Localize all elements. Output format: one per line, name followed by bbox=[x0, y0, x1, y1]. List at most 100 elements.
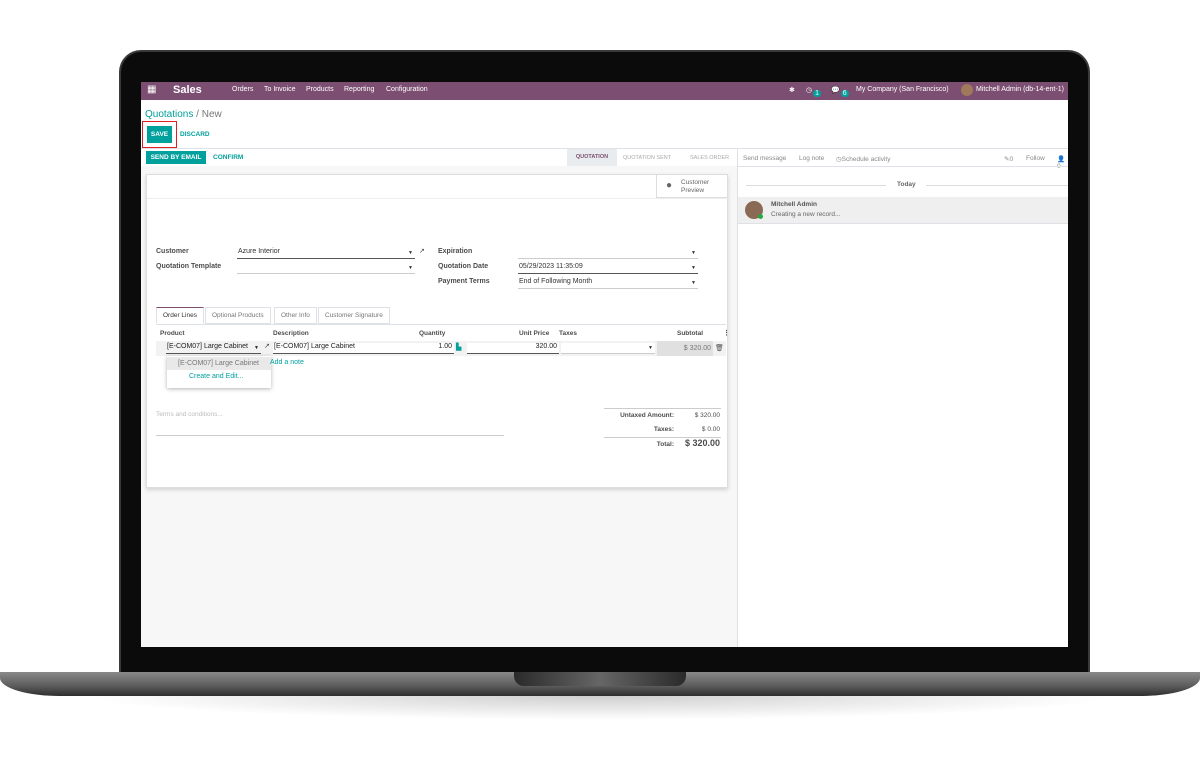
menu-reporting[interactable]: Reporting bbox=[344, 86, 375, 93]
add-note-link[interactable]: Add a note bbox=[270, 359, 304, 366]
attachments-count: 0 bbox=[1009, 156, 1014, 163]
tab-other-info[interactable]: Other Info bbox=[274, 307, 317, 324]
untaxed-label: Untaxed Amount: bbox=[620, 412, 674, 419]
messages-icon[interactable]: 💬 6 bbox=[831, 87, 849, 97]
app-name[interactable]: Sales bbox=[173, 84, 202, 96]
expiration-field[interactable]: ▼ bbox=[518, 248, 698, 259]
column-options-icon[interactable]: ⋮ bbox=[723, 330, 730, 337]
quantity-input[interactable]: 1.00 bbox=[363, 343, 454, 354]
bug-icon[interactable]: ✱ bbox=[789, 87, 795, 94]
menu-orders[interactable]: Orders bbox=[232, 86, 254, 93]
forecast-chart-icon[interactable]: ▙ bbox=[456, 344, 462, 351]
taxes-label: Taxes: bbox=[653, 426, 674, 433]
activity-badge: 1 bbox=[813, 90, 822, 97]
highlight-box bbox=[142, 121, 177, 148]
column-taxes[interactable]: Taxes bbox=[559, 330, 577, 337]
menu-products[interactable]: Products bbox=[306, 86, 334, 93]
messages-badge: 6 bbox=[840, 90, 849, 97]
apps-menu-icon[interactable]: ▦ bbox=[147, 84, 157, 95]
table-row[interactable]: [E-COM07] Large Cabinet ▼ ↗ [E-COM07] Lar… bbox=[156, 341, 726, 356]
quotation-date-field[interactable]: 05/29/2023 11:35:09 ▼ bbox=[518, 263, 698, 274]
clock-icon: ◷ bbox=[836, 156, 842, 163]
paperclip-icon: ✎ bbox=[1004, 156, 1010, 163]
customer-label: Customer bbox=[156, 248, 189, 255]
divider bbox=[604, 408, 721, 409]
column-product[interactable]: Product bbox=[160, 330, 185, 337]
discard-button[interactable]: DISCARD bbox=[180, 131, 210, 138]
chevron-down-icon: ▼ bbox=[691, 250, 696, 256]
online-status-icon bbox=[758, 214, 763, 219]
create-and-edit-option[interactable]: Create and Edit... bbox=[189, 373, 244, 380]
send-message-button[interactable]: Send message bbox=[743, 155, 787, 162]
payment-terms-label: Payment Terms bbox=[438, 278, 490, 285]
taxes-total-value: $ 0.00 bbox=[701, 426, 720, 433]
breadcrumb-current: New bbox=[201, 109, 222, 120]
column-unit-price[interactable]: Unit Price bbox=[519, 330, 550, 337]
chevron-down-icon: ▼ bbox=[254, 345, 259, 351]
schedule-activity-button[interactable]: ◷Schedule activity bbox=[836, 155, 890, 163]
description-input[interactable]: [E-COM07] Large Cabinet bbox=[273, 343, 363, 354]
laptop-shadow bbox=[80, 696, 1120, 720]
chatter: Send message Log note ◷Schedule activity… bbox=[738, 148, 1068, 647]
customer-preview-label: Customer Preview bbox=[681, 179, 710, 194]
notebook-tabs: Order Lines Optional Products Other Info… bbox=[156, 307, 726, 325]
activity-icon[interactable]: ◷ 1 bbox=[806, 87, 822, 97]
followers-button[interactable]: 👤0 bbox=[1057, 155, 1068, 170]
column-description[interactable]: Description bbox=[273, 330, 309, 337]
confirm-button[interactable]: CONFIRM bbox=[213, 154, 244, 161]
external-link-icon[interactable]: ↗ bbox=[264, 343, 270, 350]
status-sales-order[interactable]: SALES ORDER bbox=[690, 155, 730, 161]
column-quantity[interactable]: Quantity bbox=[419, 330, 446, 337]
payment-terms-value: End of Following Month bbox=[519, 278, 593, 285]
total-label: Total: bbox=[656, 441, 674, 448]
menu-to-invoice[interactable]: To Invoice bbox=[264, 86, 296, 93]
tab-order-lines[interactable]: Order Lines bbox=[156, 307, 204, 324]
total-value: $ 320.00 bbox=[684, 438, 720, 448]
today-separator: Today bbox=[897, 181, 916, 188]
chevron-down-icon: ▼ bbox=[648, 345, 653, 351]
divider bbox=[926, 185, 1068, 186]
status-quotation[interactable]: QUOTATION bbox=[567, 149, 617, 166]
save-button[interactable]: SAVE bbox=[147, 126, 172, 143]
divider bbox=[746, 185, 886, 186]
user-icon: 👤 bbox=[1057, 156, 1066, 163]
attachments-button[interactable]: ✎0 bbox=[1004, 155, 1013, 163]
unit-price-input[interactable]: 320.00 bbox=[467, 343, 559, 354]
send-by-email-button[interactable]: SEND BY EMAIL bbox=[146, 151, 206, 164]
taxes-input[interactable]: ▼ bbox=[561, 343, 655, 354]
tab-optional-products[interactable]: Optional Products bbox=[205, 307, 271, 324]
subtotal-value: $ 320.00 bbox=[657, 341, 713, 356]
menu-configuration[interactable]: Configuration bbox=[386, 86, 428, 93]
customer-preview-button[interactable]: ● Customer Preview bbox=[656, 175, 729, 198]
breadcrumb: Quotations / New bbox=[145, 109, 222, 120]
product-input[interactable]: [E-COM07] Large Cabinet ▼ bbox=[166, 343, 261, 354]
chatter-message: Mitchell Admin Creating a new record... bbox=[738, 197, 1068, 224]
divider bbox=[147, 198, 729, 199]
chatter-divider bbox=[737, 148, 738, 647]
company-switcher[interactable]: My Company (San Francisco) bbox=[856, 86, 949, 93]
external-link-icon[interactable]: ↗ bbox=[419, 248, 425, 255]
payment-terms-field[interactable]: End of Following Month ▼ bbox=[518, 278, 698, 289]
customer-field[interactable]: Azure Interior ▼ bbox=[237, 248, 415, 259]
terms-conditions-input[interactable]: Terms and conditions... bbox=[156, 411, 504, 436]
trash-icon[interactable]: 🗑 bbox=[715, 345, 724, 352]
quotation-date-label: Quotation Date bbox=[438, 263, 489, 270]
chevron-down-icon: ▼ bbox=[691, 265, 696, 271]
log-note-button[interactable]: Log note bbox=[799, 155, 825, 162]
user-avatar bbox=[961, 84, 973, 96]
form-sheet: ● Customer Preview Customer Azure Interi… bbox=[146, 174, 730, 488]
follow-button[interactable]: Follow bbox=[1026, 155, 1045, 162]
product-value: [E-COM07] Large Cabinet bbox=[167, 343, 248, 350]
dropdown-option[interactable]: [E-COM07] Large Cabinet bbox=[167, 357, 271, 370]
user-menu[interactable]: Mitchell Admin (db-14-ent-1) bbox=[976, 86, 1064, 93]
untaxed-value: $ 320.00 bbox=[694, 412, 720, 419]
quotation-template-label: Quotation Template bbox=[156, 263, 222, 270]
laptop-notch bbox=[514, 672, 686, 686]
customer-value: Azure Interior bbox=[238, 248, 281, 255]
screen: ▦ Sales Orders To Invoice Products Repor… bbox=[141, 82, 1068, 647]
quotation-template-field[interactable]: ▼ bbox=[237, 263, 415, 274]
column-subtotal[interactable]: Subtotal bbox=[677, 330, 703, 337]
tab-customer-signature[interactable]: Customer Signature bbox=[318, 307, 390, 324]
breadcrumb-quotations[interactable]: Quotations bbox=[145, 109, 194, 120]
status-quotation-sent[interactable]: QUOTATION SENT bbox=[623, 155, 672, 161]
